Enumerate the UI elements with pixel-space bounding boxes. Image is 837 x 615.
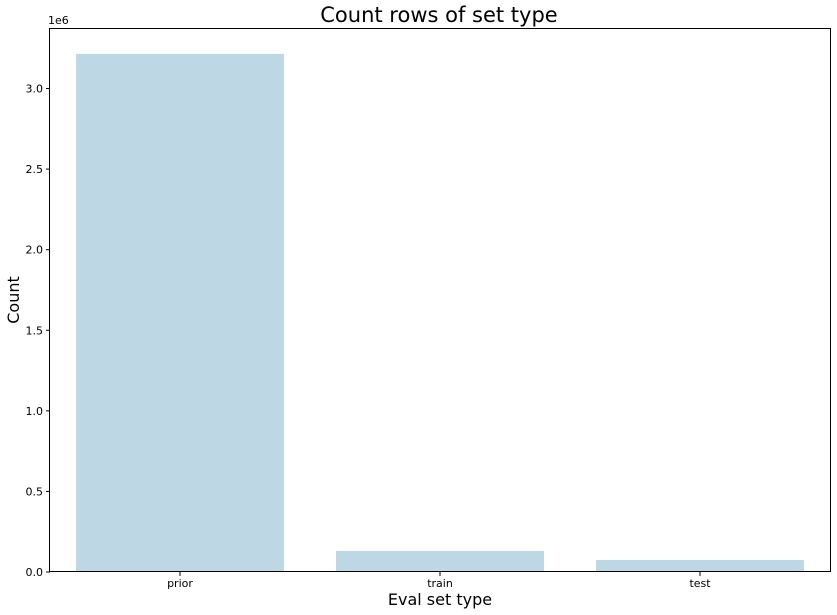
y-axis-ticks: 0.0 0.5 1.0 1.5 2.0 2.5 3.0	[26, 83, 50, 579]
y-tick-label: 0.5	[26, 485, 44, 498]
y-tick-label: 3.0	[26, 83, 44, 96]
y-tick-label: 1.5	[26, 324, 44, 337]
y-axis-offset-label: 1e6	[48, 14, 69, 27]
bar-test	[596, 559, 804, 572]
x-axis-ticks: prior train test	[167, 572, 711, 590]
y-tick-label: 0.0	[26, 566, 44, 579]
bar-train	[336, 550, 544, 572]
bars-group	[76, 53, 804, 573]
y-tick-label: 1.0	[26, 405, 44, 418]
y-tick-label: 2.5	[26, 163, 44, 176]
x-tick-label-test: test	[689, 577, 711, 590]
y-axis-label: Count	[4, 276, 23, 324]
x-tick-label-train: train	[427, 577, 453, 590]
bar-prior	[76, 53, 284, 573]
x-tick-label-prior: prior	[167, 577, 193, 590]
chart-title: Count rows of set type	[320, 3, 557, 27]
plot-frame	[49, 28, 831, 572]
y-tick-label: 2.0	[26, 244, 44, 257]
x-axis-label: Eval set type	[388, 590, 492, 609]
